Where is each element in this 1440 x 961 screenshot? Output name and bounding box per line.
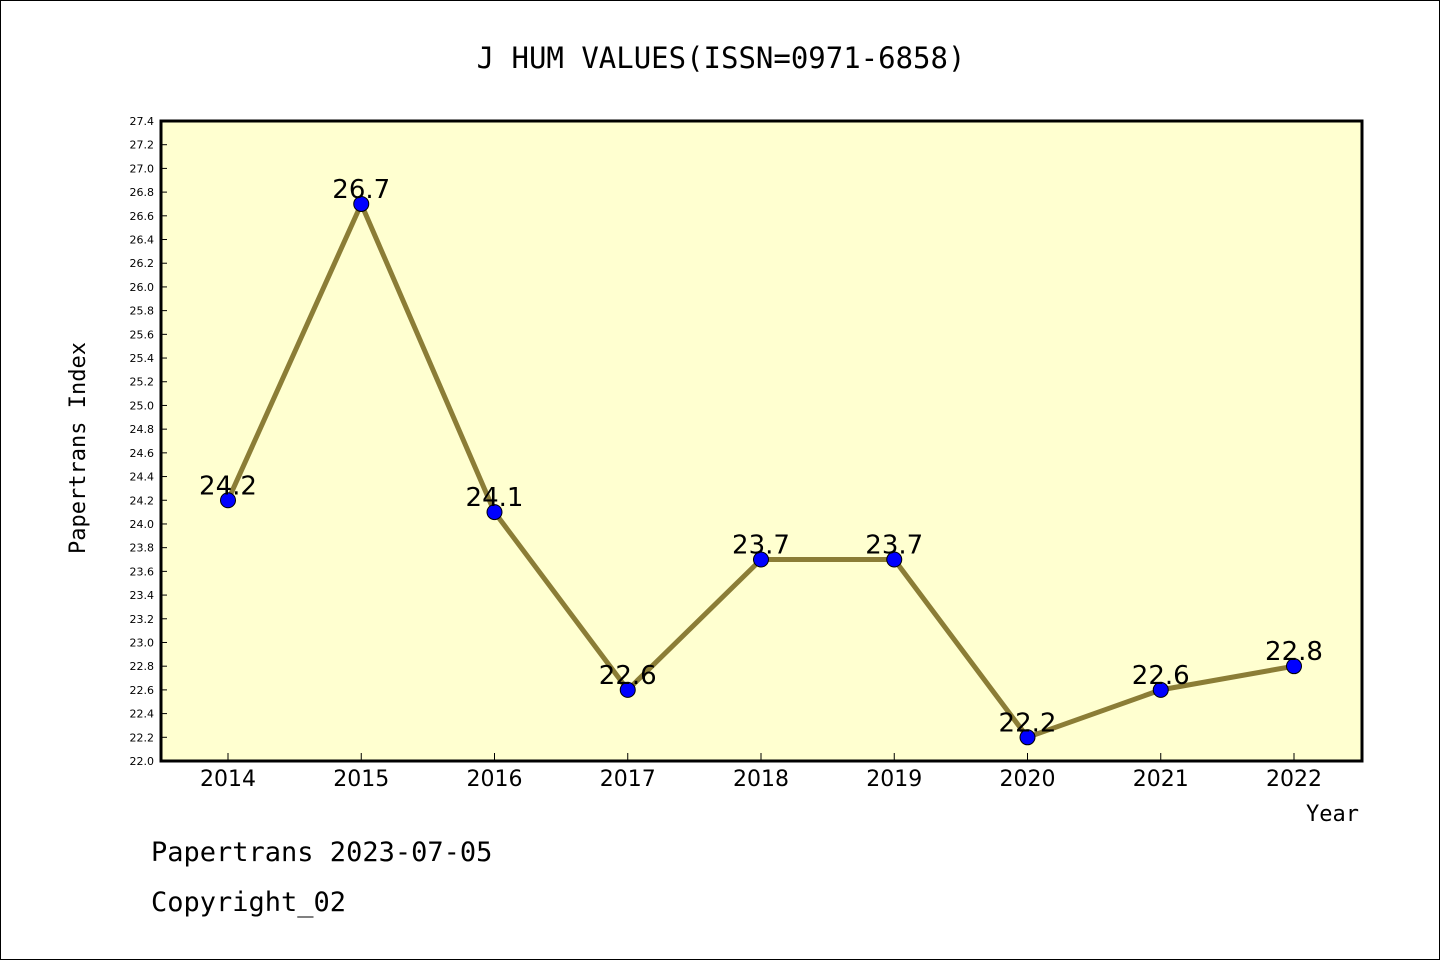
y-tick-label: 25.2 xyxy=(130,376,155,389)
y-tick-label: 24.4 xyxy=(130,471,155,484)
data-point xyxy=(753,551,769,568)
data-label-group: 24.2 26.7 24.1 22.6 23.7 23.7 22.2 22.6 22.8 xyxy=(199,175,1323,738)
data-label: 22.8 xyxy=(1265,637,1323,667)
y-tick-label: 24.6 xyxy=(130,447,155,460)
y-tick-label: 25.0 xyxy=(130,399,155,412)
y-tick-label: 26.4 xyxy=(130,234,155,247)
y-tick-label: 25.8 xyxy=(130,305,155,318)
x-tick-label: 2021 xyxy=(1133,767,1189,792)
y-tick-label: 26.6 xyxy=(130,210,155,223)
data-label: 23.7 xyxy=(865,531,923,561)
y-tick-label: 23.0 xyxy=(130,636,155,649)
y-tick-label: 24.8 xyxy=(130,423,155,436)
x-tick-label: 2014 xyxy=(200,767,256,792)
data-label: 22.2 xyxy=(999,708,1057,738)
chart-title: J HUM VALUES(ISSN=0971-6858) xyxy=(477,41,966,75)
x-tick-label: 2016 xyxy=(467,767,523,792)
y-tick-label: 22.2 xyxy=(130,731,155,744)
data-point xyxy=(486,504,503,521)
x-tick-label: 2020 xyxy=(1000,767,1056,792)
y-tick-label: 22.8 xyxy=(130,660,155,673)
y-tick-label: 26.8 xyxy=(130,186,155,199)
x-tick-label: 2018 xyxy=(733,767,789,792)
y-tick-label: 23.6 xyxy=(130,565,155,578)
x-tick-label: 2017 xyxy=(600,767,656,792)
y-tick-label: 24.2 xyxy=(130,494,155,507)
y-tick-label: 26.2 xyxy=(130,257,155,270)
y-axis-label: Papertrans Index xyxy=(66,342,91,554)
y-tick-label: 27.4 xyxy=(130,115,155,128)
y-tick-label: 22.4 xyxy=(130,708,155,721)
x-tick-label: 2019 xyxy=(866,767,922,792)
y-tick-label: 26.0 xyxy=(130,281,155,294)
x-tick-label: 2015 xyxy=(333,767,389,792)
y-tick-label: 25.6 xyxy=(130,328,155,341)
data-label: 26.7 xyxy=(332,175,390,205)
data-point xyxy=(619,681,636,698)
x-axis-label: Year xyxy=(1306,802,1359,827)
y-tick-label: 22.6 xyxy=(130,684,155,697)
data-point xyxy=(1019,729,1036,746)
footer-copyright: Copyright_02 xyxy=(151,887,347,918)
y-tick-label: 23.4 xyxy=(130,589,155,602)
y-tick-label: 23.2 xyxy=(130,613,155,626)
data-point xyxy=(886,551,903,568)
y-tick-label: 22.0 xyxy=(130,755,155,768)
footer-date: Papertrans 2023-07-05 xyxy=(151,837,493,868)
y-tick-label: 27.0 xyxy=(130,162,155,175)
data-label: 23.7 xyxy=(732,531,790,561)
y-tick-label: 24.0 xyxy=(130,518,155,531)
data-label: 24.2 xyxy=(199,471,257,501)
plot-area xyxy=(159,119,1364,763)
data-point xyxy=(353,195,370,212)
y-axis: 22.0 22.2 22.4 22.6 22.8 23.0 23.2 23.4 23.6 23.8… xyxy=(130,115,167,768)
x-tick-label: 2022 xyxy=(1266,767,1322,792)
y-tick-label: 27.2 xyxy=(130,139,155,152)
y-tick-label: 25.4 xyxy=(130,352,155,365)
series-line-group xyxy=(220,195,1302,746)
data-point xyxy=(1152,681,1169,698)
data-label: 24.1 xyxy=(466,483,524,513)
data-label: 22.6 xyxy=(1132,661,1190,691)
x-axis: 2014 2015 2016 2017 2018 2019 2020 2021 2022 xyxy=(200,753,1322,792)
data-point xyxy=(1286,658,1302,675)
y-tick-label: 23.8 xyxy=(130,542,155,555)
data-label: 22.6 xyxy=(599,661,657,691)
data-point xyxy=(220,492,236,509)
